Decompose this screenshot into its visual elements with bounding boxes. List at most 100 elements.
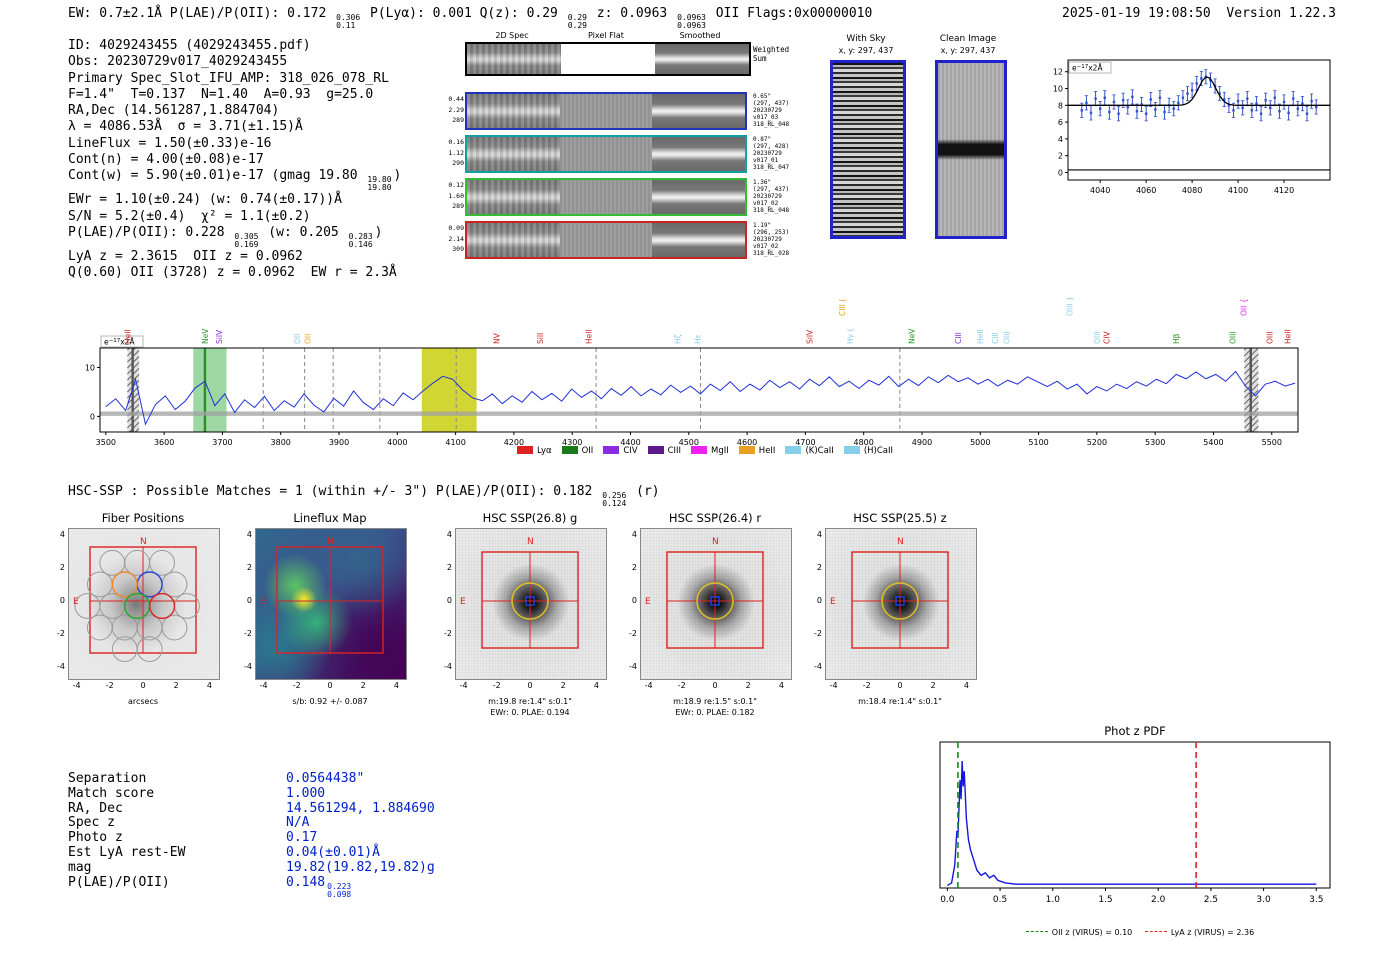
fiber-2dspec-image <box>467 223 560 257</box>
fiber-cutout-row: 0.09 2.14 309 1.19" (296, 253) 20230729 v017_0… <box>448 221 789 259</box>
gaussian-fit-line <box>1068 76 1330 106</box>
x-tick-label: 5000 <box>970 438 990 447</box>
photometry-circle <box>511 582 549 620</box>
cutout-x-tick: 4 <box>778 681 784 690</box>
cutout-image-fiber <box>68 528 220 680</box>
text-segment: Obs: 20230729v017_4029243455 <box>68 54 288 70</box>
cutout-title-hsc: HSC SSP(25.5) z <box>853 511 947 525</box>
text-segment: OII Flags:0x00000010 <box>707 6 873 21</box>
data-point <box>1241 106 1244 110</box>
compass-n-label: N <box>327 537 334 547</box>
emission-line-label: OII <box>293 334 302 344</box>
fiber-cutout-row: 0.44 2.29 289 0.65" (297, 437) 20230729 v017_0… <box>448 92 789 130</box>
cutout-caption-1: m:18.4 re:1.4" s:0.1" <box>858 697 942 706</box>
hatch-line <box>1252 425 1259 433</box>
emission-line-label: OII <box>303 334 312 344</box>
emission-line-label: SiII <box>536 333 545 344</box>
cutout-x-tick: 2 <box>560 681 566 690</box>
cutout-y-tick: -4 <box>57 662 65 672</box>
fiber-annotation-line: 0.65" <box>753 93 772 100</box>
legend-swatch <box>603 446 620 454</box>
fiber-weight-labels: 0.12 1.60 289 <box>439 180 464 212</box>
cutout-overlay-hsc: NE <box>830 537 949 649</box>
x-tick-label: 0.0 <box>940 895 955 905</box>
info-line: Obs: 20230729v017_4029243455 <box>68 54 401 70</box>
match-value: 14.561294, 1.884690 <box>286 800 435 816</box>
x-tick-label: 5500 <box>1262 438 1282 447</box>
fiber-weight-value: 309 <box>452 245 464 253</box>
fiber-circle <box>161 571 188 598</box>
match-table-row: Photo z 0.17 <box>68 830 435 846</box>
withsky-xy: x, y: 297, 437 <box>838 46 894 55</box>
legend-swatch <box>647 446 664 454</box>
legend-swatch <box>517 446 533 454</box>
compass-e-label: E <box>460 597 466 607</box>
photz-title: Phot z PDF <box>1104 724 1166 738</box>
x-tick-label: 4800 <box>854 438 874 447</box>
data-point <box>1108 110 1111 114</box>
emission-line-label: OII { <box>1240 299 1249 316</box>
text-segment: EWr = 1.10(±0.24) (w: 0.74(±0.17))Å <box>68 192 342 208</box>
cutout-y-tick: -4 <box>814 662 822 672</box>
fiber-annotation-line: v017_03 <box>753 114 779 121</box>
data-point <box>1259 112 1263 115</box>
emission-line-label: Hγ ( <box>846 329 855 344</box>
x-tick-label: 3600 <box>154 438 174 447</box>
emission-line-label: OIII <box>1093 331 1102 344</box>
cutout-x-tick: -4 <box>72 681 81 690</box>
match-label: Photo z <box>68 830 123 846</box>
cutout-y-tick: -2 <box>814 629 822 639</box>
x-tick-label: 3.0 <box>1256 895 1271 905</box>
summary-header: EW: 0.7±2.1Å P(LAE)/P(OII): 0.172 0.306 0… <box>68 6 872 30</box>
info-line: Q(0.60) OII (3728) z = 0.0962 EW r = 2.3… <box>68 265 401 281</box>
info-line: LineFlux = 1.50(±0.33)e-16 <box>68 136 401 152</box>
fiber-weight-value: 1.12 <box>448 148 464 157</box>
cutout-y-tick: -4 <box>444 662 452 672</box>
cutout-x-tick: 0 <box>527 681 533 690</box>
cutout-image-lineflux <box>255 528 407 680</box>
data-point <box>1112 100 1116 104</box>
info-line: EWr = 1.10(±0.24) (w: 0.74(±0.17))Å <box>68 192 401 208</box>
legend-swatch <box>843 446 860 454</box>
fiber-circle <box>136 636 163 663</box>
x-tick-label: 4060 <box>1136 186 1156 195</box>
y-tick-label: 0 <box>1058 168 1063 177</box>
data-point <box>1089 111 1093 115</box>
fiber-pixelflat-image <box>559 223 653 257</box>
info-line: LyA z = 2.3615 OII z = 0.0962 <box>68 249 401 265</box>
cutout-y-tick: -2 <box>629 629 637 639</box>
y-tick-label: 2 <box>1058 152 1063 161</box>
fiber-annotation-line: (297, 437) <box>753 100 790 107</box>
legend-label: MgII <box>711 446 729 456</box>
data-point <box>1236 99 1240 103</box>
x-tick-label: 0.5 <box>993 895 1007 905</box>
x-tick-label: 4700 <box>795 438 815 447</box>
y-tick-label: 8 <box>1058 101 1063 110</box>
cutout-y-tick: 0 <box>816 596 822 605</box>
fiber-annotation-line: 0.87" <box>753 136 772 143</box>
cutout-title-lineflux: Lineflux Map <box>293 511 367 525</box>
data-point <box>1315 105 1318 109</box>
cutout-y-tick: -4 <box>629 662 637 672</box>
info-line: Primary Spec_Slot_IFU_AMP: 318_026_078_R… <box>68 71 401 87</box>
cutout-image-hsc <box>455 528 607 680</box>
fiber-weight-value: 289 <box>452 116 464 124</box>
data-point <box>1282 100 1286 104</box>
data-point <box>1200 77 1203 80</box>
emission-line-label: HeII <box>1283 329 1292 344</box>
cutout-x-tick: -4 <box>259 681 268 690</box>
fiber-pixelflat-image <box>559 137 653 171</box>
cutout-x-tick: -4 <box>829 681 838 690</box>
text-segment: Cont(w) = 5.90(±0.01)e-17 (gmag 19.80 <box>68 168 366 184</box>
fiber-weight-value: 1.60 <box>448 191 464 200</box>
cutout-x-tick: -4 <box>644 681 653 690</box>
cutout-overlay-fiber: NE <box>73 537 200 663</box>
fiber-annotation-line: (296, 253) <box>753 229 790 236</box>
emission-line-label: CIII <box>954 332 963 344</box>
fiber-smoothed-image <box>652 223 746 257</box>
photometry-circle <box>696 582 734 620</box>
data-point <box>1278 109 1281 113</box>
cutout-x-tick: 4 <box>206 681 212 690</box>
report-meta: 2025-01-19 19:08:50 Version 1.22.3 <box>1062 6 1336 21</box>
legend-swatch <box>785 446 802 454</box>
